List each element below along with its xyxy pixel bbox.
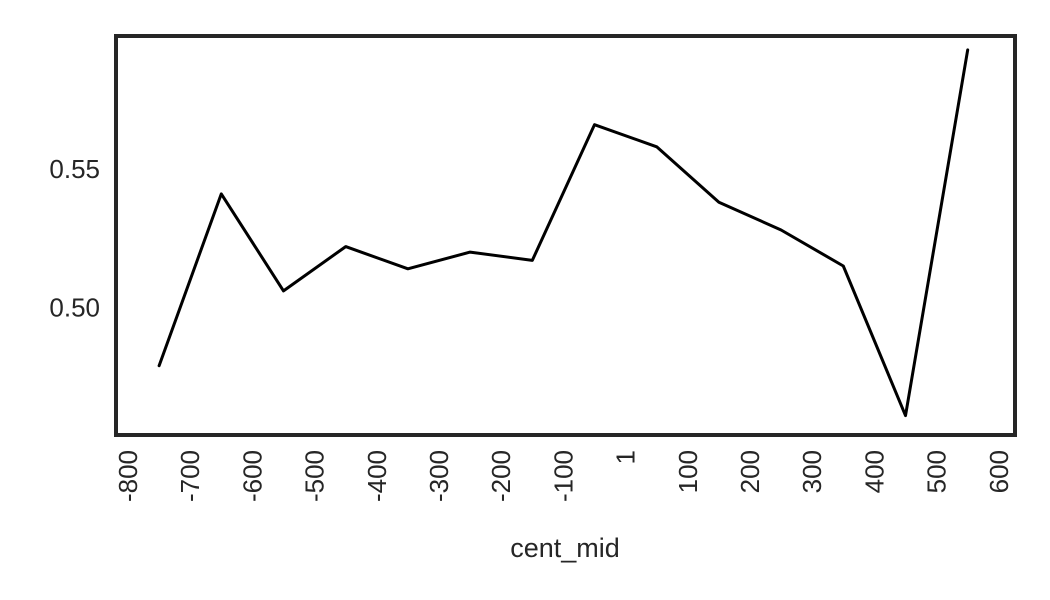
x-tick-label: -800 (113, 450, 143, 502)
series-line (157, 48, 970, 418)
y-tick-label: 0.55 (49, 154, 100, 184)
x-tick-label: 500 (922, 450, 952, 493)
x-tick-label: -600 (237, 450, 267, 502)
x-tick-label: -700 (175, 450, 205, 502)
y-axis: 0.50 0.55 (49, 154, 100, 323)
x-tick-label: 600 (984, 450, 1014, 493)
x-axis: -800 -700 -600 -500 -400 -300 -200 -100 1 100 200 3… (113, 450, 1014, 502)
x-tick-label: -100 (548, 450, 578, 502)
y-tick-label: 0.50 (49, 293, 100, 323)
x-tick-label: -200 (486, 450, 516, 502)
x-tick-label: 100 (673, 450, 703, 493)
x-tick-label: 1 (611, 450, 641, 464)
x-tick-label: -400 (362, 450, 392, 502)
plot-area (157, 48, 970, 418)
x-tick-label: -300 (424, 450, 454, 502)
x-tick-label: 400 (859, 450, 889, 493)
x-tick-label: 200 (735, 450, 765, 493)
x-tick-label: -500 (300, 450, 330, 502)
x-tick-label: 300 (797, 450, 827, 493)
x-axis-title: cent_mid (510, 533, 620, 563)
plot-frame (114, 34, 1017, 437)
